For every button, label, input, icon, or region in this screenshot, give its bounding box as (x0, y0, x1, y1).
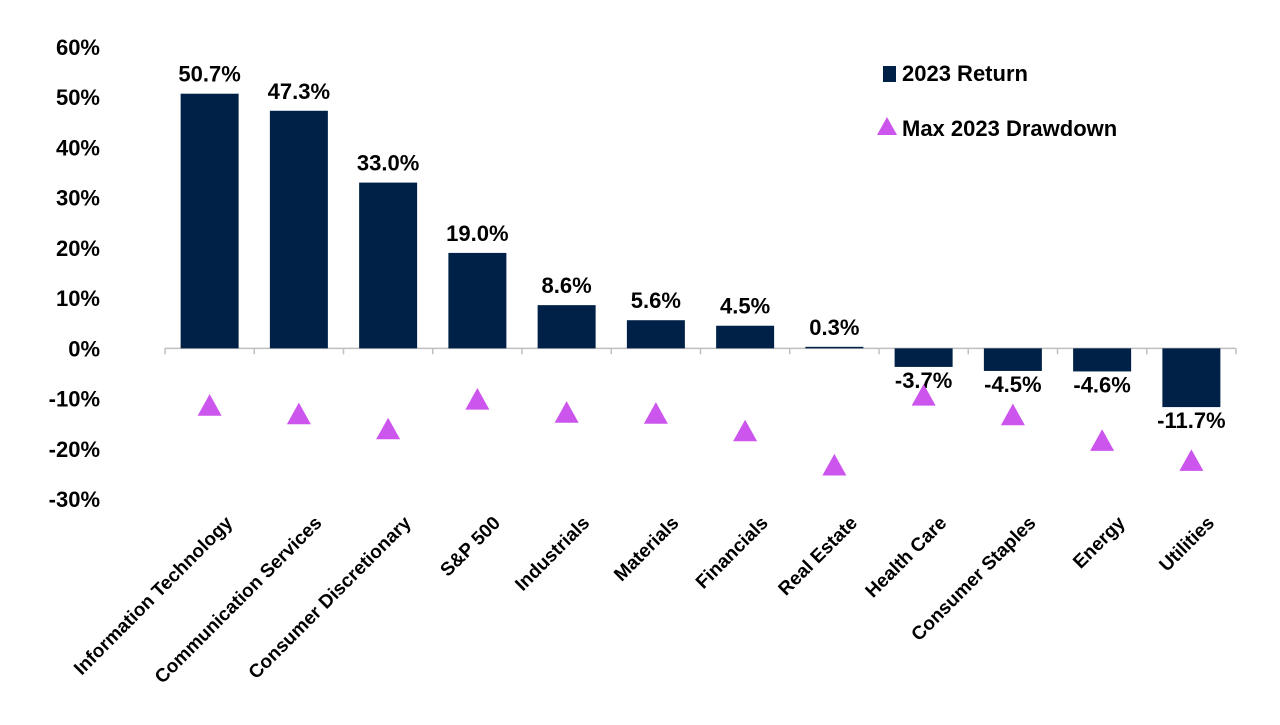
y-tick-label: 0% (68, 336, 100, 361)
drawdown-marker (822, 453, 847, 476)
bar (537, 305, 596, 349)
x-tick-label: Communication Services (151, 513, 326, 688)
bar-value-label: -4.6% (1073, 372, 1130, 397)
legend-triangle-swatch (877, 117, 897, 135)
bar (359, 182, 418, 349)
drawdown-marker (286, 402, 311, 425)
drawdown-marker (376, 417, 401, 440)
drawdown-marker (1000, 403, 1025, 426)
bar (805, 346, 864, 349)
x-tick-label: Information Technology (70, 512, 237, 679)
y-tick-label: 20% (56, 236, 100, 261)
drawdown-marker (465, 388, 490, 410)
bar-value-label: -11.7% (1157, 408, 1226, 433)
x-tick-label: Industrials (511, 513, 594, 596)
y-tick-label: -30% (49, 487, 100, 512)
bar (716, 325, 775, 349)
bar-value-label: 47.3% (268, 79, 330, 104)
bar (894, 348, 953, 367)
drawdown-marker (911, 384, 936, 406)
drawdown-marker (643, 402, 668, 424)
bar (448, 252, 507, 349)
x-tick-label: Materials (610, 513, 683, 586)
legend-label: 2023 Return (902, 61, 1028, 86)
bar-value-label: 50.7% (178, 62, 240, 87)
bar (180, 93, 239, 349)
bar-value-label: 33.0% (357, 151, 419, 176)
drawdown-marker (1179, 449, 1204, 471)
bar (1073, 348, 1132, 372)
y-tick-label: 10% (56, 286, 100, 311)
bar (626, 320, 685, 349)
bar (983, 348, 1042, 371)
x-tick-label: S&P 500 (437, 513, 505, 581)
legend-bar-swatch (883, 66, 896, 82)
x-tick-label: Health Care (862, 513, 952, 603)
bar-value-label: 5.6% (631, 288, 681, 313)
x-tick-label: Real Estate (775, 513, 862, 600)
bar (1162, 348, 1221, 408)
y-tick-label: 50% (56, 85, 100, 110)
bar-value-label: 19.0% (446, 221, 508, 246)
bar-value-label: 8.6% (542, 273, 592, 298)
y-tick-label: -20% (49, 437, 100, 462)
x-tick-label: Consumer Discretionary (245, 512, 416, 683)
y-tick-label: 40% (56, 135, 100, 160)
drawdown-marker (1090, 429, 1115, 451)
bar (269, 110, 328, 349)
drawdown-marker (197, 394, 222, 416)
drawdown-marker (554, 401, 579, 423)
y-tick-label: -10% (49, 387, 100, 412)
drawdown-marker (733, 419, 758, 442)
bar-value-label: 4.5% (720, 294, 770, 319)
x-tick-label: Utilities (1156, 513, 1219, 576)
y-tick-label: 30% (56, 186, 100, 211)
x-tick-label: Financials (692, 513, 773, 594)
legend-label: Max 2023 Drawdown (902, 116, 1117, 141)
bar-value-label: -4.5% (984, 372, 1041, 397)
y-tick-label: 60% (56, 35, 100, 60)
bar-value-label: 0.3% (809, 315, 859, 340)
x-tick-label: Energy (1069, 512, 1130, 573)
